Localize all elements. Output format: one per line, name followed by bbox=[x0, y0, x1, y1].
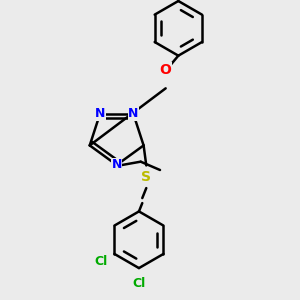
Text: S: S bbox=[141, 170, 151, 184]
Text: N: N bbox=[128, 107, 139, 120]
Text: O: O bbox=[160, 63, 172, 77]
Text: N: N bbox=[95, 107, 105, 120]
Text: Cl: Cl bbox=[95, 255, 108, 268]
Text: Cl: Cl bbox=[132, 277, 146, 290]
Text: N: N bbox=[112, 158, 122, 172]
